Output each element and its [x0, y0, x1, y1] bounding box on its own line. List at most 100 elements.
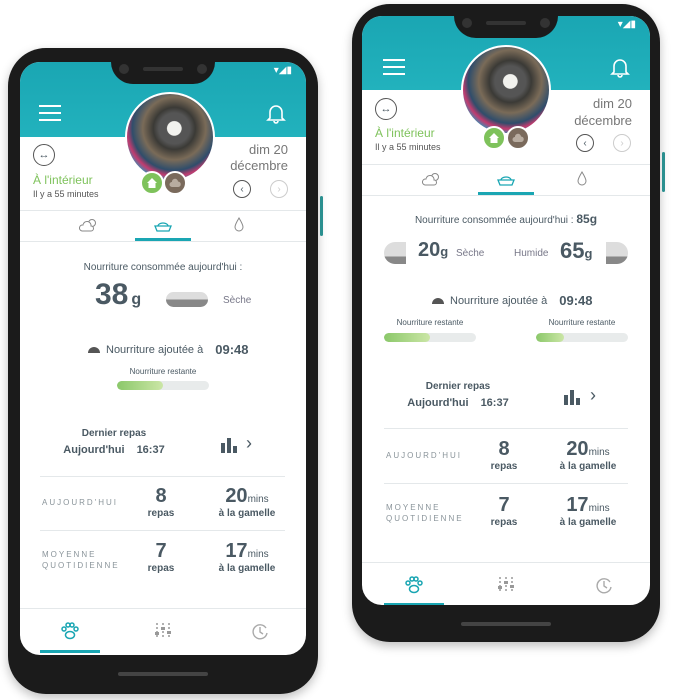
nav-paw[interactable]: [404, 576, 424, 599]
active-nav-indicator: [384, 603, 444, 605]
water-drop-icon[interactable]: [229, 217, 249, 233]
stat-mins-label: à la gamelle: [559, 517, 617, 528]
remaining-progress-dry: [384, 333, 476, 342]
stat-meals-unit: repas: [147, 508, 175, 519]
bell-icon[interactable]: [265, 102, 287, 124]
divider: [362, 195, 650, 196]
remaining-progress: [117, 381, 209, 390]
food-type: Sèche: [223, 295, 252, 306]
chevron-right-icon[interactable]: ›: [590, 385, 596, 405]
sliders-icon[interactable]: [153, 622, 173, 640]
food-added-label: Nourriture ajoutée à: [106, 343, 204, 356]
nav-paw[interactable]: [60, 622, 80, 645]
pet-avatar[interactable]: [125, 92, 215, 182]
location-since: Il y a 55 minutes: [33, 189, 99, 199]
food-added-row: Nourriture ajoutée à 09:48: [88, 342, 248, 357]
swap-location-icon[interactable]: ↔: [375, 98, 397, 120]
stat-mins: 17mins: [538, 494, 638, 517]
prev-day-button[interactable]: ‹: [576, 134, 594, 152]
date-month: décembre: [230, 158, 288, 173]
stat-mins: 17mins: [197, 540, 297, 563]
power-button: [662, 152, 665, 192]
wet-label: Humide: [514, 248, 549, 259]
wet-bowl-icon: [606, 242, 628, 264]
app-screen: ▾◢▮ ↔ À l'intérieur Il y a 55 minutes di…: [362, 16, 650, 605]
history-icon[interactable]: [250, 622, 270, 640]
prev-day-button[interactable]: ‹: [233, 180, 251, 198]
last-meal-label: Dernier repas: [81, 428, 147, 439]
bowl-icon[interactable]: [153, 217, 173, 233]
stat-mins-label: à la gamelle: [559, 461, 617, 472]
swap-location-icon[interactable]: ↔: [33, 144, 55, 166]
divider: [362, 164, 650, 165]
remaining-fill: [536, 333, 564, 342]
stat-mins-unit: mins: [588, 503, 610, 514]
consumed-label-text: Nourriture consommée aujourd'hui :: [414, 215, 574, 226]
consumed-number: 38: [95, 278, 129, 311]
phone-right: ▾◢▮ ↔ À l'intérieur Il y a 55 minutes di…: [352, 4, 665, 642]
pet-avatar[interactable]: [461, 45, 551, 135]
active-tab-indicator: [135, 238, 191, 241]
stat-mins-value: 20: [225, 485, 248, 507]
stat-label: MOYENNE: [42, 550, 97, 559]
divider: [40, 476, 285, 477]
stat-label-2: QUOTIDIENNE: [42, 561, 120, 570]
divider: [20, 241, 306, 242]
bar-chart-icon[interactable]: [220, 437, 238, 453]
stat-mins: 20mins: [538, 438, 638, 461]
water-drop-icon[interactable]: [572, 171, 592, 187]
remaining-label-wet: Nourriture restante: [548, 318, 616, 327]
next-day-button[interactable]: ›: [613, 134, 631, 152]
stat-meals: 7: [155, 540, 167, 562]
remaining-fill: [384, 333, 430, 342]
stat-mins-label: à la gamelle: [218, 563, 276, 574]
bell-icon[interactable]: [609, 56, 631, 78]
menu-icon[interactable]: [383, 59, 405, 75]
history-icon[interactable]: [594, 576, 614, 594]
divider: [20, 210, 306, 211]
consumed-unit: g: [131, 291, 142, 308]
dry-bowl-icon: [384, 242, 406, 264]
food-added-time: 09:48: [559, 293, 593, 308]
date-day: dim 20: [248, 142, 288, 157]
consumed-total: 85g: [576, 212, 598, 226]
divider: [362, 562, 650, 563]
remaining-fill: [117, 381, 163, 390]
bowl-icon[interactable]: [496, 171, 516, 187]
food-pile-icon: [432, 297, 444, 304]
last-meal-day: Aujourd'hui: [63, 444, 125, 456]
chevron-right-icon[interactable]: ›: [246, 433, 252, 453]
divider: [40, 530, 285, 531]
last-meal-value: Aujourd'hui 16:37: [44, 444, 184, 456]
menu-icon[interactable]: [39, 105, 61, 121]
next-day-button[interactable]: ›: [270, 180, 288, 198]
stat-mins-unit: mins: [247, 494, 269, 505]
power-button: [320, 196, 323, 236]
stat-label: AUJOURD'HUI: [42, 498, 118, 507]
stat-label-2: QUOTIDIENNE: [386, 514, 464, 523]
outdoor-badge: [163, 171, 187, 195]
wet-unit: g: [584, 246, 593, 261]
active-nav-indicator: [40, 650, 100, 653]
home-icon: [489, 133, 499, 143]
stat-mins-value: 17: [225, 540, 248, 562]
paw-icon: [405, 576, 423, 594]
notch: [454, 16, 558, 38]
outdoor-badge: [506, 126, 530, 150]
sliders-icon[interactable]: [496, 576, 516, 594]
home-indicator: [118, 672, 208, 676]
stat-mins-value: 17: [566, 494, 589, 516]
food-pile-icon: [88, 346, 100, 353]
remaining-label-dry: Nourriture restante: [396, 318, 464, 327]
stat-meals: 7: [498, 494, 510, 516]
date-month: décembre: [574, 113, 632, 128]
last-meal-label: Dernier repas: [425, 381, 491, 392]
phone-left: ▾◢▮ ↔ À l'intérieur Il y a 55 minutes di…: [8, 48, 323, 694]
weather-icon[interactable]: [79, 217, 99, 233]
divider: [384, 483, 628, 484]
bar-chart-icon[interactable]: [563, 389, 581, 405]
last-meal-time: 16:37: [480, 397, 509, 409]
remaining-progress-wet: [536, 333, 628, 342]
stat-meals-unit: repas: [490, 461, 518, 472]
weather-icon[interactable]: [422, 171, 442, 187]
